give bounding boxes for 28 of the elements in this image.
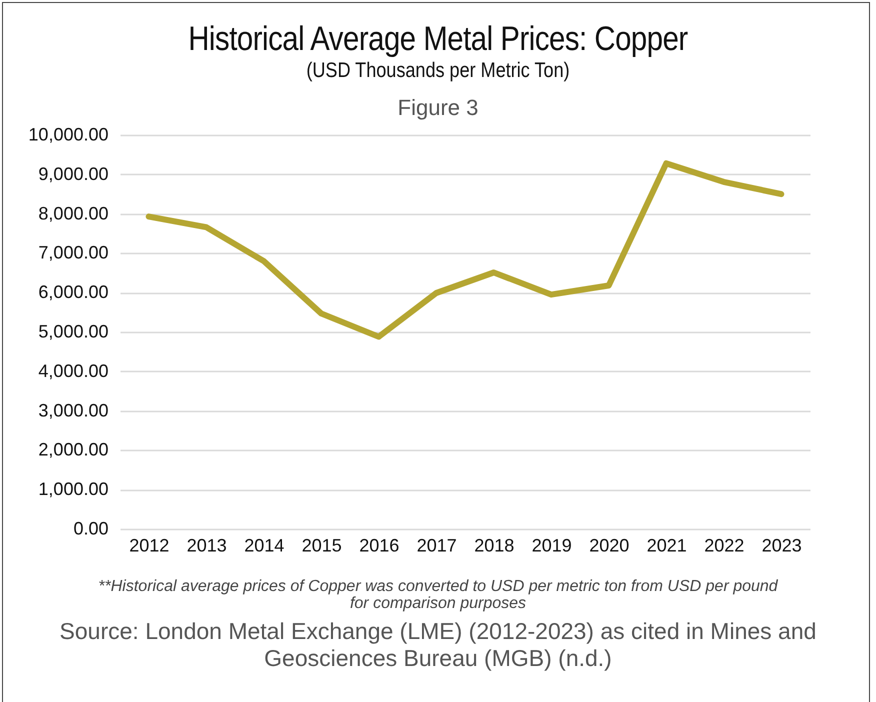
x-tick-label: 2015	[302, 536, 342, 556]
y-tick-label: 0.00	[73, 518, 108, 538]
y-tick-label: 9,000.00	[38, 164, 108, 184]
y-tick-label: 10,000.00	[28, 124, 108, 144]
x-tick-label: 2013	[186, 536, 227, 556]
x-tick-label: 2012	[129, 536, 170, 556]
x-tick-label: 2018	[474, 536, 514, 556]
text: **Historical average prices of Copper was converted to USD per metric ton from USD per pound for comparison purposes	[98, 578, 778, 612]
y-tick-label: 2,000.00	[38, 440, 108, 460]
caption: Figure 3	[396, 95, 480, 121]
x-tick-label: 2022	[704, 536, 744, 556]
x-tick-label: 2016	[359, 536, 400, 556]
x-tick-label: 2020	[589, 536, 630, 556]
chart-subtitle: (USD Thousands per Metric Ton)	[305, 59, 571, 83]
source-note: Source: London Metal Exchange (LME) (2012-2023) as cited in Mines and Geosciences Bureau (MGB) (n.d.)	[58, 618, 818, 672]
y-tick-label: 5,000.00	[38, 322, 108, 342]
x-tick-label: 2017	[416, 536, 457, 556]
y-tick-label: 3,000.00	[38, 400, 108, 420]
y-tick-label: 8,000.00	[38, 203, 108, 224]
y-tick-label: 4,000.00	[38, 360, 108, 381]
x-tick-label: 2019	[532, 536, 572, 556]
chart-title: Historical Average Metal Prices: Copper	[187, 20, 689, 59]
y-tick-label: 6,000.00	[38, 282, 108, 302]
x-tick-label: 2023	[762, 536, 802, 556]
y-tick-label: 7,000.00	[38, 242, 108, 263]
y-tick-label: 1,000.00	[38, 479, 108, 500]
x-tick-label: 2021	[646, 536, 687, 556]
x-tick-label: 2014	[244, 536, 284, 556]
